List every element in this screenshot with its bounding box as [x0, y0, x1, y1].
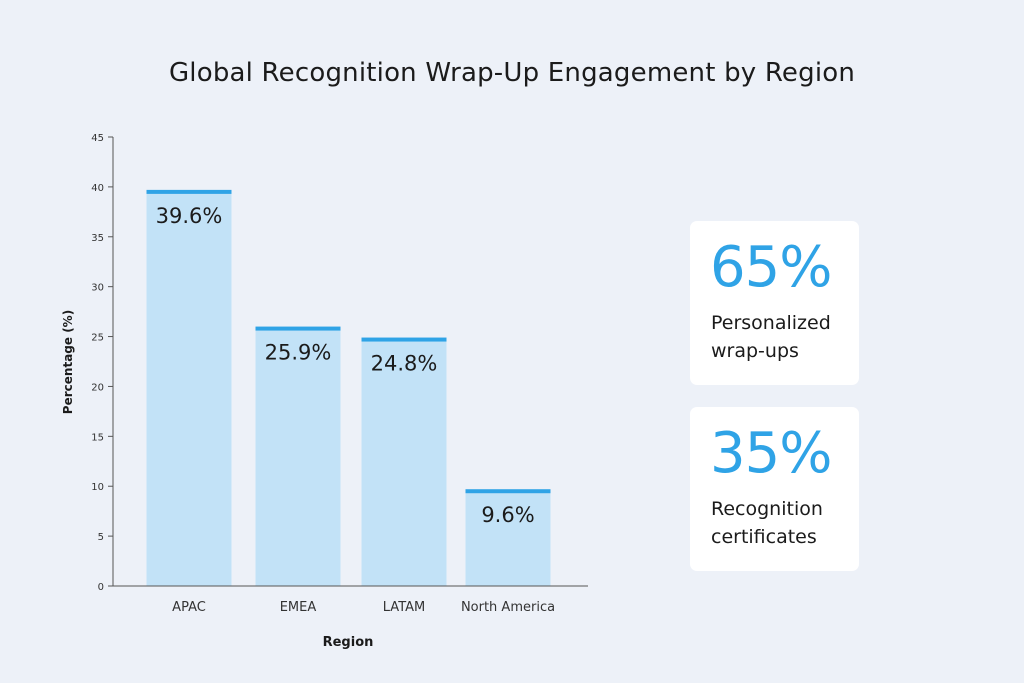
x-tick-label: EMEA: [280, 600, 317, 615]
y-tick-label: 25: [91, 333, 104, 344]
bar-value-label: 25.9%: [265, 341, 332, 365]
x-tick-label: North America: [461, 600, 555, 615]
y-axis: 0 5 10 15 20 25 30 35 40 45: [91, 133, 114, 593]
x-axis: APAC EMEA LATAM North America: [113, 585, 588, 615]
bars-group: 39.6% 25.9% 24.8% 9.6%: [146, 189, 551, 586]
bar: [361, 338, 447, 586]
stat-label-line: wrap-ups: [711, 340, 799, 362]
stat-label-line: Personalized: [711, 312, 831, 334]
y-tick-label: 20: [91, 382, 104, 393]
stat-label-line: Recognition: [711, 498, 823, 520]
bar: [255, 327, 341, 586]
bar-value-label: 24.8%: [371, 352, 438, 376]
bar: [465, 490, 551, 586]
y-axis-label: Percentage (%): [61, 310, 75, 414]
stat-card-certificates: 35% Recognition certificates: [690, 407, 859, 571]
stat-value: 35%: [710, 421, 832, 486]
x-tick-label: LATAM: [383, 600, 425, 615]
stat-label-line: certificates: [711, 526, 817, 548]
y-tick-label: 5: [98, 532, 104, 543]
bar-cap: [465, 489, 551, 494]
bar: [146, 190, 232, 586]
bar-cap: [361, 337, 447, 342]
y-tick-label: 45: [91, 133, 104, 144]
stat-value: 65%: [710, 235, 832, 300]
bar-cap: [255, 326, 341, 331]
bar-value-label: 39.6%: [156, 204, 223, 228]
y-tick-label: 10: [91, 482, 104, 493]
stat-label: Personalized wrap-ups: [711, 309, 851, 365]
x-tick-label: APAC: [172, 600, 206, 615]
y-tick-label: 0: [98, 582, 104, 593]
bar-cap: [146, 189, 232, 194]
bar-chart: 0 5 10 15 20 25 30 35 40 45 39.6% 25.9% 24.8% 9.6% A…: [61, 133, 588, 650]
chart-title: Global Recognition Wrap-Up Engagement by…: [168, 58, 856, 88]
y-tick-label: 30: [91, 283, 104, 294]
stat-card-personalized: 65% Personalized wrap-ups: [690, 221, 859, 385]
stat-label: Recognition certificates: [711, 495, 851, 551]
y-tick-label: 35: [91, 233, 104, 244]
y-tick-label: 40: [91, 183, 104, 194]
x-axis-label: Region: [323, 635, 374, 650]
y-tick-label: 15: [91, 432, 104, 443]
bar-value-label: 9.6%: [481, 503, 534, 527]
